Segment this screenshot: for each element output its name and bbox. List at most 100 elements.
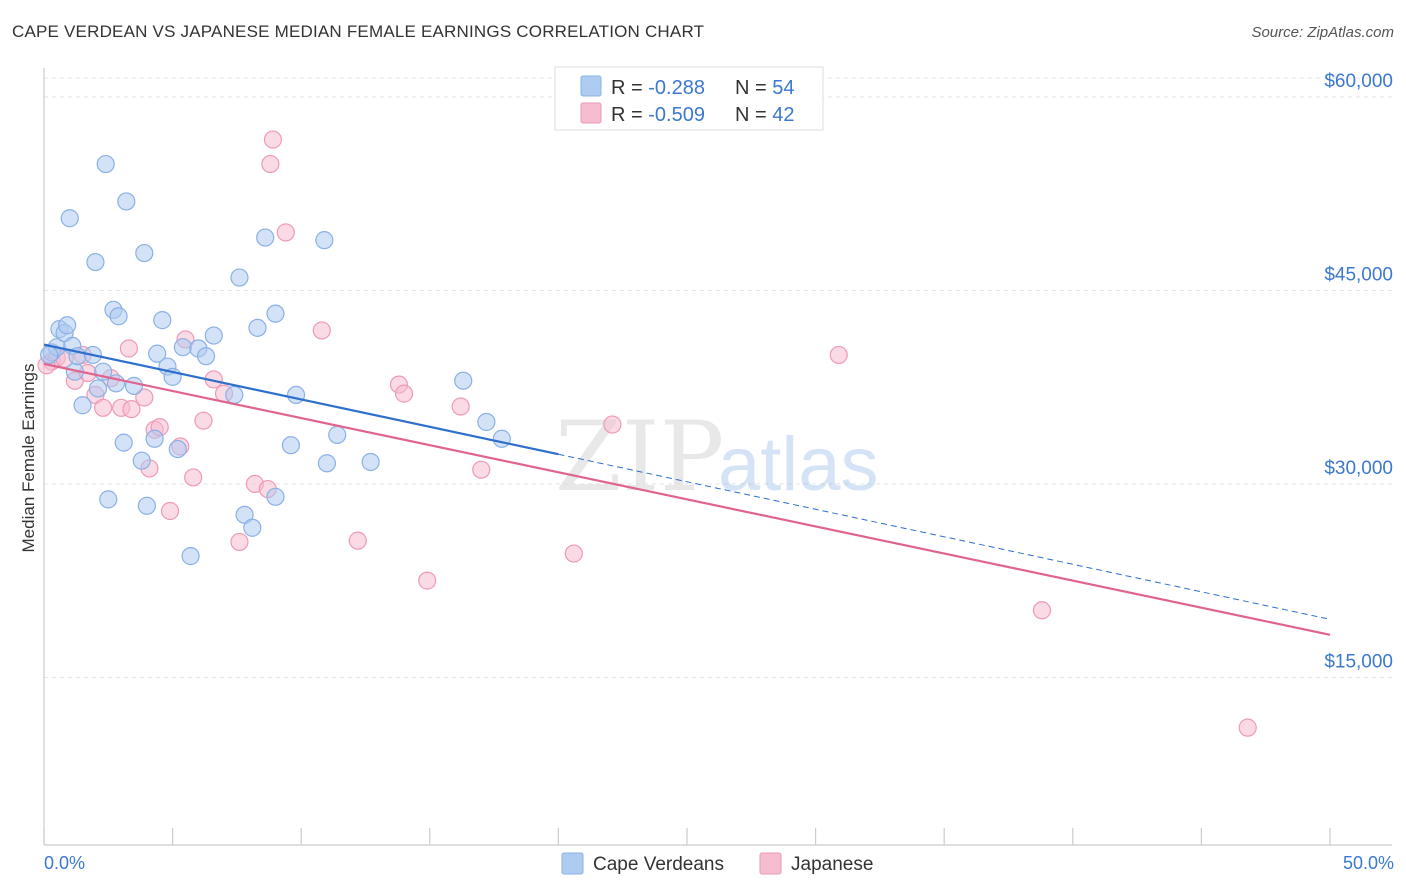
bottom-legend-label-japanese: Japanese bbox=[791, 854, 873, 875]
cape-verdean-point bbox=[114, 433, 133, 452]
japanese-point bbox=[564, 544, 583, 563]
legend-n-value-2: 42 bbox=[772, 104, 794, 126]
cape-verdean-point bbox=[168, 439, 187, 459]
japanese-point bbox=[1032, 601, 1052, 620]
japanese-point bbox=[348, 531, 367, 550]
bottom-legend: Cape Verdeans Japanese bbox=[561, 852, 873, 875]
japanese-point bbox=[276, 223, 295, 242]
japanese-point bbox=[418, 571, 437, 590]
cape-verdean-point bbox=[266, 304, 285, 323]
series-cape-verdeans-points bbox=[40, 154, 511, 566]
cape-verdean-point bbox=[361, 452, 380, 472]
legend-swatch-blue bbox=[580, 75, 602, 97]
chart-title: CAPE VERDEAN VS JAPANESE MEDIAN FEMALE E… bbox=[12, 22, 705, 41]
cape-verdean-point bbox=[60, 209, 79, 228]
cape-verdean-point bbox=[256, 228, 275, 247]
legend-n-label-2: N = bbox=[735, 104, 772, 126]
y-tick-label: $60,000 bbox=[1324, 71, 1393, 92]
cape-verdean-point bbox=[204, 326, 223, 345]
japanese-point bbox=[451, 397, 470, 416]
cape-verdean-point bbox=[109, 307, 128, 326]
legend-r-label-2: R = bbox=[611, 104, 648, 126]
cape-verdean-point bbox=[86, 252, 105, 272]
cape-verdean-point bbox=[173, 338, 192, 357]
cape-verdean-trend-line bbox=[43, 343, 559, 456]
cape-verdean-point bbox=[315, 231, 334, 250]
japanese-point bbox=[184, 468, 203, 487]
cape-verdean-point bbox=[88, 379, 108, 398]
y-tick-labels: $15,000 $30,000 $45,000 $60,000 bbox=[1324, 71, 1393, 672]
trend-lines bbox=[43, 343, 1331, 636]
legend-n-value-1: 54 bbox=[772, 77, 794, 99]
chart-source: Source: ZipAtlas.com bbox=[1251, 24, 1394, 41]
y-tick-label: $30,000 bbox=[1324, 458, 1393, 479]
cape-verdean-point bbox=[117, 192, 136, 211]
cape-verdean-point bbox=[328, 425, 347, 444]
y-tick-label: $15,000 bbox=[1324, 651, 1393, 672]
x-tick-label-max: 50.0% bbox=[1343, 853, 1394, 873]
x-tick-label-min: 0.0% bbox=[44, 853, 85, 873]
y-tick-label: $45,000 bbox=[1324, 264, 1393, 285]
cape-verdean-point bbox=[281, 436, 301, 455]
watermark-atlas: atlas bbox=[718, 422, 879, 507]
japanese-point bbox=[263, 130, 283, 149]
cape-verdean-point bbox=[96, 154, 115, 174]
svg-text:N = 54: N = 54 bbox=[735, 77, 795, 99]
legend-r-value-1: -0.288 bbox=[648, 77, 705, 99]
cape-verdean-point bbox=[148, 344, 167, 363]
watermark: ZIP atlas bbox=[555, 401, 879, 513]
japanese-point bbox=[1238, 718, 1257, 737]
legend-swatch-pink bbox=[580, 102, 602, 124]
japanese-point bbox=[122, 399, 141, 419]
cape-verdean-point bbox=[317, 454, 337, 473]
cape-verdean-point bbox=[124, 376, 144, 395]
legend-r-label-1: R = bbox=[611, 77, 648, 99]
svg-text:N = 42: N = 42 bbox=[735, 104, 795, 126]
svg-text:R = -0.288: R = -0.288 bbox=[611, 77, 705, 99]
cape-verdean-point bbox=[132, 451, 151, 470]
bottom-legend-swatch-cape-verdeans bbox=[561, 852, 584, 875]
cape-verdean-point bbox=[40, 345, 59, 365]
japanese-point bbox=[94, 398, 113, 417]
cape-verdean-trend-extension bbox=[558, 453, 1331, 620]
cape-verdean-point bbox=[230, 268, 249, 287]
cape-verdean-point bbox=[135, 243, 154, 263]
cape-verdean-point bbox=[137, 496, 156, 515]
japanese-point bbox=[312, 321, 331, 340]
japanese-point bbox=[160, 501, 180, 521]
japanese-point bbox=[603, 415, 622, 434]
japanese-point bbox=[472, 460, 491, 479]
cape-verdean-point bbox=[492, 429, 511, 448]
japanese-trend-line bbox=[43, 362, 1331, 636]
cape-verdean-point bbox=[196, 347, 216, 366]
cape-verdean-point bbox=[286, 385, 306, 405]
cape-verdean-point bbox=[248, 318, 267, 337]
japanese-point bbox=[261, 154, 280, 174]
cape-verdean-point bbox=[58, 316, 77, 335]
svg-text:R = -0.509: R = -0.509 bbox=[611, 104, 705, 126]
cape-verdean-point bbox=[99, 490, 118, 509]
cape-verdean-point bbox=[266, 487, 285, 506]
legend-n-label-1: N = bbox=[735, 77, 772, 99]
cape-verdean-point bbox=[454, 371, 473, 390]
cape-verdean-point bbox=[225, 385, 244, 405]
japanese-point bbox=[230, 532, 249, 552]
japanese-point bbox=[394, 384, 414, 403]
legend-box: R = -0.288 N = 54 R = -0.509 N = 42 bbox=[554, 66, 824, 131]
japanese-point bbox=[194, 411, 213, 430]
axes bbox=[43, 68, 1392, 846]
x-ticks bbox=[43, 828, 1331, 845]
grid-lines bbox=[44, 77, 1392, 678]
legend-r-value-2: -0.509 bbox=[648, 104, 705, 126]
cape-verdean-point bbox=[243, 518, 262, 537]
cape-verdean-point bbox=[73, 396, 92, 415]
cape-verdean-point bbox=[181, 547, 200, 566]
japanese-point bbox=[119, 339, 138, 358]
cape-verdean-point bbox=[145, 429, 164, 448]
japanese-point bbox=[135, 388, 154, 407]
japanese-point bbox=[829, 345, 848, 365]
bottom-legend-label-cape-verdeans: Cape Verdeans bbox=[593, 854, 724, 875]
watermark-zip: ZIP bbox=[555, 401, 724, 513]
cape-verdean-point bbox=[153, 311, 172, 330]
